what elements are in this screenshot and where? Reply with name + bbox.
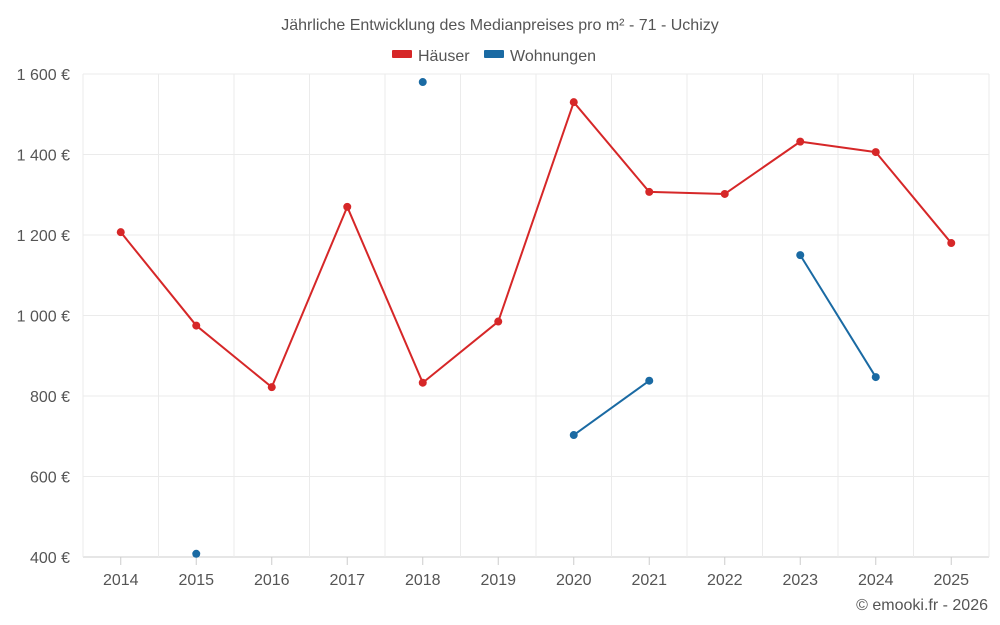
legend-label-haeuser: Häuser bbox=[418, 48, 470, 65]
data-point[interactable] bbox=[871, 373, 880, 382]
x-tick-label: 2014 bbox=[103, 572, 139, 589]
x-tick-label: 2025 bbox=[933, 572, 969, 589]
data-point[interactable] bbox=[192, 549, 201, 558]
data-point[interactable] bbox=[947, 239, 956, 248]
y-tick-label: 1 200 € bbox=[17, 228, 70, 245]
data-point[interactable] bbox=[418, 378, 427, 387]
data-point[interactable] bbox=[720, 189, 729, 198]
data-point[interactable] bbox=[418, 78, 427, 87]
y-tick-label: 1 000 € bbox=[17, 309, 70, 326]
data-point[interactable] bbox=[796, 251, 805, 260]
chart-credit: © emooki.fr - 2026 bbox=[856, 597, 988, 614]
x-tick-label: 2019 bbox=[480, 572, 516, 589]
data-point[interactable] bbox=[343, 202, 352, 211]
legend-swatch-haeuser bbox=[392, 50, 412, 58]
x-tick-label: 2017 bbox=[329, 572, 365, 589]
data-point[interactable] bbox=[494, 317, 503, 326]
x-tick-label: 2024 bbox=[858, 572, 894, 589]
legend-swatch-wohnungen bbox=[484, 50, 504, 58]
data-point[interactable] bbox=[267, 383, 276, 392]
series-0 bbox=[116, 98, 956, 392]
x-tick-label: 2023 bbox=[782, 572, 818, 589]
data-point[interactable] bbox=[569, 98, 578, 107]
legend-item-wohnungen[interactable]: Wohnungen bbox=[484, 48, 596, 65]
series-line bbox=[799, 254, 877, 379]
data-point[interactable] bbox=[192, 321, 201, 330]
grid bbox=[82, 73, 990, 558]
series-line bbox=[572, 379, 651, 437]
legend-item-haeuser[interactable]: Häuser bbox=[392, 48, 470, 65]
series-1 bbox=[192, 78, 880, 558]
data-point[interactable] bbox=[569, 431, 578, 440]
x-tick-label: 2021 bbox=[631, 572, 667, 589]
y-tick-label: 600 € bbox=[30, 470, 70, 487]
data-point[interactable] bbox=[116, 228, 125, 237]
series bbox=[116, 78, 956, 558]
x-tick-label: 2022 bbox=[707, 572, 743, 589]
data-point[interactable] bbox=[645, 187, 654, 196]
x-tick-label: 2015 bbox=[178, 572, 214, 589]
y-tick-label: 400 € bbox=[30, 550, 70, 567]
x-tick-label: 2018 bbox=[405, 572, 441, 589]
chart-title: Jährliche Entwicklung des Medianpreises … bbox=[281, 17, 719, 34]
data-point[interactable] bbox=[645, 376, 654, 385]
y-tick-label: 1 600 € bbox=[17, 67, 70, 84]
y-tick-label: 800 € bbox=[30, 389, 70, 406]
data-point[interactable] bbox=[796, 137, 805, 146]
data-point[interactable] bbox=[871, 148, 880, 157]
x-tick-label: 2020 bbox=[556, 572, 592, 589]
series-line bbox=[119, 101, 953, 389]
x-tick-label: 2016 bbox=[254, 572, 290, 589]
legend: Häuser Wohnungen bbox=[392, 48, 596, 65]
axes: 400 € 600 € 800 € 1 000 € 1 200 € 1 400 € 1 60… bbox=[17, 67, 970, 589]
y-tick-label: 1 400 € bbox=[17, 148, 70, 165]
legend-label-wohnungen: Wohnungen bbox=[510, 48, 596, 65]
